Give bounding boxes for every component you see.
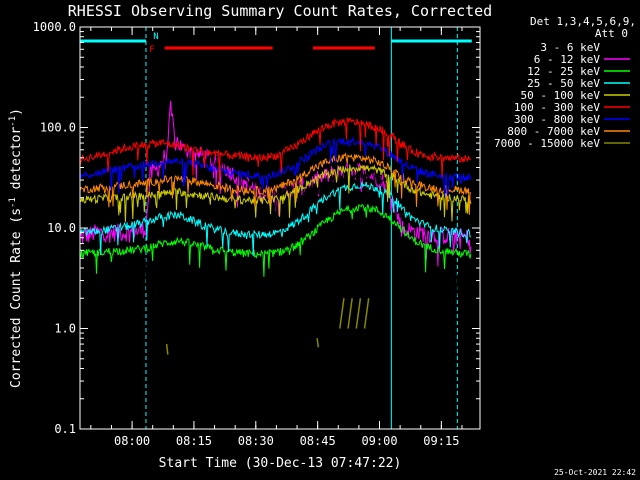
y-tick-label-3: 100.0 [40, 121, 76, 135]
x-tick-label-0: 08:00 [114, 434, 150, 448]
y-axis-label-tail: detector [9, 127, 24, 198]
legend-entry-label-1: 6 - 12 keV [534, 53, 601, 66]
series-8-spike-2 [339, 298, 345, 329]
legend-entry-label-8: 7000 - 15000 keV [494, 137, 600, 150]
legend-entry-label-5: 100 - 300 keV [514, 101, 600, 114]
y-axis-label: Corrected Count Rate (s-1 detector-1) [8, 108, 24, 388]
y-axis-label-sup: -1 [8, 197, 18, 208]
x-tick-label-5: 09:15 [423, 434, 459, 448]
y-axis-label-main: Corrected Count Rate (s [9, 208, 24, 388]
series-8-spike-1 [316, 338, 320, 348]
y-tick-label-2: 10.0 [47, 221, 76, 235]
series-8-spike-0 [165, 343, 169, 355]
flare-bar-label: F [149, 45, 154, 55]
legend-entry-label-7: 800 - 7000 keV [507, 125, 600, 138]
x-tick-label-4: 09:00 [361, 434, 397, 448]
y-tick-label-0: 0.1 [54, 422, 76, 436]
series-8-spike-5 [363, 298, 370, 329]
x-tick-label-2: 08:30 [238, 434, 274, 448]
y-axis-label-sup2: -1 [8, 116, 18, 127]
timestamp: 25-Oct-2021 22:42 [554, 468, 636, 477]
legend-entry-label-3: 25 - 50 keV [527, 77, 600, 90]
series-line-2 [79, 203, 472, 277]
series-8-spike-4 [355, 298, 362, 329]
legend-entry-label-6: 300 - 800 keV [514, 113, 600, 126]
series-line-0 [79, 150, 472, 308]
series-line-7 [79, 152, 472, 216]
x-axis-label: Start Time (30-Dec-13 07:47:22) [159, 456, 402, 471]
legend-entry-label-0: 3 - 6 keV [540, 41, 600, 54]
y-tick-label-4: 1000.0 [33, 20, 76, 34]
series-group [79, 100, 472, 355]
x-tick-label-3: 08:45 [300, 434, 336, 448]
legend-entry-label-4: 50 - 100 keV [521, 89, 601, 102]
y-tick-label-1: 1.0 [54, 322, 76, 336]
series-8-spike-3 [347, 298, 353, 329]
legend-header-line2: Att 0 [595, 27, 628, 40]
x-ticks: 08:00 08:15 08:30 08:45 09:00 09:15 [90, 27, 463, 448]
attenuator-bar-label: N [153, 32, 158, 42]
series-line-3 [79, 181, 472, 257]
x-tick-label-1: 08:15 [176, 434, 212, 448]
series-line-6 [79, 135, 472, 199]
series-line-1 [79, 100, 472, 267]
legend-header-line1: Det 1,3,4,5,6,9, [530, 15, 636, 28]
legend-entry-label-2: 12 - 25 keV [527, 65, 600, 78]
y-ticks: 0.1 1.0 10.0 100.0 1000.0 [33, 20, 480, 436]
status-bars: NF [80, 32, 472, 55]
series-line-5 [79, 116, 472, 180]
chart-title: RHESSI Observing Summary Count Rates, Co… [68, 2, 492, 20]
y-axis-label-end: ) [9, 108, 24, 116]
